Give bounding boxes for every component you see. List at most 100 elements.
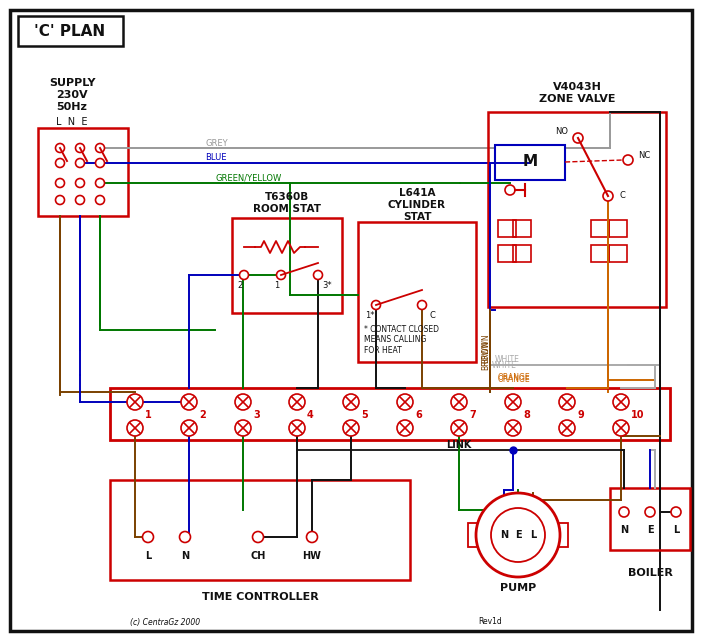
Circle shape: [95, 196, 105, 204]
Text: BLUE: BLUE: [205, 153, 227, 163]
Text: M: M: [522, 154, 538, 169]
Bar: [591, 245, 609, 262]
Circle shape: [127, 394, 143, 410]
Bar: [609, 220, 627, 237]
Circle shape: [451, 394, 467, 410]
Text: 3*: 3*: [322, 281, 331, 290]
Text: SUPPLY
230V
50Hz: SUPPLY 230V 50Hz: [48, 78, 95, 112]
Bar: [110, 480, 410, 580]
Circle shape: [613, 394, 629, 410]
Circle shape: [127, 420, 143, 436]
Circle shape: [55, 144, 65, 153]
Text: BOILER: BOILER: [628, 568, 673, 578]
Text: L: L: [673, 525, 679, 535]
Circle shape: [671, 507, 681, 517]
Text: GREEN/YELLOW: GREEN/YELLOW: [215, 174, 282, 183]
Circle shape: [623, 155, 633, 165]
Bar: [358, 222, 476, 362]
Text: 'C' PLAN: 'C' PLAN: [34, 24, 105, 38]
Circle shape: [314, 271, 322, 279]
Circle shape: [76, 158, 84, 167]
Text: C: C: [620, 192, 626, 201]
Text: L641A
CYLINDER
STAT: L641A CYLINDER STAT: [388, 188, 446, 222]
Circle shape: [418, 301, 427, 310]
Circle shape: [343, 420, 359, 436]
Circle shape: [76, 196, 84, 204]
Text: HW: HW: [303, 551, 322, 561]
Circle shape: [505, 394, 521, 410]
Bar: [513, 220, 531, 237]
Circle shape: [289, 394, 305, 410]
Circle shape: [95, 144, 105, 153]
Bar: [495, 145, 565, 180]
Circle shape: [277, 271, 286, 279]
Circle shape: [55, 178, 65, 188]
Circle shape: [239, 271, 249, 279]
Text: 6: 6: [415, 410, 422, 420]
Circle shape: [235, 420, 251, 436]
Circle shape: [505, 185, 515, 195]
Text: 2: 2: [199, 410, 206, 420]
Text: * CONTACT CLOSED
MEANS CALLING
FOR HEAT: * CONTACT CLOSED MEANS CALLING FOR HEAT: [364, 325, 439, 355]
Text: 1*: 1*: [365, 312, 375, 320]
Text: WHITE: WHITE: [492, 360, 517, 369]
Circle shape: [143, 531, 154, 542]
Text: CH: CH: [251, 551, 265, 561]
Text: ORANGE: ORANGE: [498, 376, 531, 385]
Circle shape: [343, 394, 359, 410]
Text: LINK: LINK: [446, 440, 472, 450]
Bar: [550, 523, 568, 547]
Circle shape: [289, 420, 305, 436]
Bar: [610, 488, 690, 550]
Text: V4043H
ZONE VALVE: V4043H ZONE VALVE: [538, 82, 615, 104]
Circle shape: [180, 531, 190, 542]
Circle shape: [476, 493, 560, 577]
Circle shape: [397, 394, 413, 410]
Text: E: E: [647, 525, 654, 535]
Bar: [110, 388, 670, 440]
Text: ORANGE: ORANGE: [498, 374, 531, 383]
Bar: [609, 245, 627, 262]
Text: NC: NC: [638, 151, 650, 160]
Circle shape: [76, 178, 84, 188]
Text: C: C: [430, 312, 436, 320]
Circle shape: [235, 394, 251, 410]
Circle shape: [451, 420, 467, 436]
Circle shape: [603, 191, 613, 201]
Text: WHITE: WHITE: [495, 356, 520, 365]
Text: 1: 1: [274, 281, 279, 290]
Circle shape: [307, 531, 317, 542]
Circle shape: [573, 133, 583, 143]
Text: BROWN: BROWN: [482, 340, 491, 370]
Circle shape: [645, 507, 655, 517]
Text: T6360B
ROOM STAT: T6360B ROOM STAT: [253, 192, 321, 214]
Circle shape: [95, 178, 105, 188]
Text: 2: 2: [237, 281, 243, 290]
Circle shape: [505, 420, 521, 436]
Text: 1: 1: [145, 410, 152, 420]
Text: N: N: [620, 525, 628, 535]
Bar: [18, 16, 123, 46]
Circle shape: [253, 531, 263, 542]
Circle shape: [397, 420, 413, 436]
Text: 5: 5: [361, 410, 368, 420]
Text: PUMP: PUMP: [500, 583, 536, 593]
Circle shape: [559, 394, 575, 410]
Circle shape: [55, 158, 65, 167]
Text: 10: 10: [631, 410, 644, 420]
Circle shape: [181, 420, 197, 436]
Text: TIME CONTROLLER: TIME CONTROLLER: [201, 592, 319, 602]
Text: 3: 3: [253, 410, 260, 420]
Text: Rev1d: Rev1d: [478, 617, 502, 626]
Text: BROWN: BROWN: [482, 333, 491, 363]
Bar: [498, 245, 516, 262]
Text: N: N: [500, 530, 508, 540]
Text: 8: 8: [523, 410, 530, 420]
Circle shape: [371, 301, 380, 310]
Circle shape: [76, 144, 84, 153]
Bar: [468, 523, 486, 547]
Circle shape: [491, 508, 545, 562]
Circle shape: [95, 158, 105, 167]
Text: 4: 4: [307, 410, 314, 420]
Bar: [232, 218, 342, 313]
